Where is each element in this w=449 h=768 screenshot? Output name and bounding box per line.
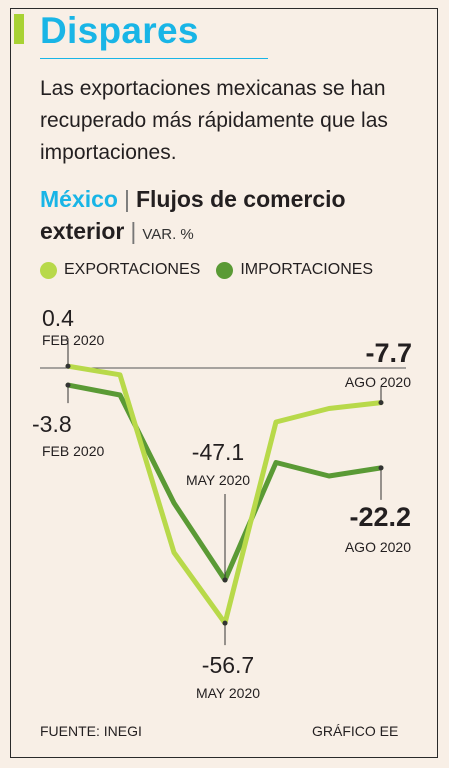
chart-heading: México | Flujos de comercio exterior | VAR. … bbox=[40, 183, 430, 251]
annotation-value: -56.7 bbox=[202, 652, 254, 678]
country-label: México bbox=[40, 186, 118, 212]
annotation-date: FEB 2020 bbox=[42, 443, 104, 459]
annotation-point bbox=[65, 363, 71, 369]
annotation-value: 0.4 bbox=[42, 305, 74, 331]
chart-title: Flujos de comercio exterior bbox=[40, 186, 346, 244]
legend-item-imports: IMPORTACIONES bbox=[216, 261, 373, 279]
annotation-date: FEB 2020 bbox=[42, 332, 104, 348]
annotation-value: -7.7 bbox=[365, 338, 412, 368]
annotation-date: MAY 2020 bbox=[196, 685, 260, 701]
infographic-frame bbox=[10, 8, 438, 758]
annotation-point bbox=[222, 577, 228, 583]
annotation-point bbox=[222, 620, 228, 626]
chart-legend: EXPORTACIONES IMPORTACIONES bbox=[40, 259, 389, 281]
annotation-date: MAY 2020 bbox=[186, 472, 250, 488]
annotation-date: AGO 2020 bbox=[345, 374, 411, 390]
annotation-value: -3.8 bbox=[32, 411, 72, 437]
headline: Dispares bbox=[40, 10, 199, 51]
subtitle: Las exportaciones mexicanas se han recup… bbox=[40, 77, 388, 164]
source-note: FUENTE: INEGI bbox=[40, 723, 142, 739]
annotation-value: -22.2 bbox=[349, 502, 411, 532]
imports-swatch bbox=[216, 261, 234, 279]
exports-swatch bbox=[40, 261, 57, 279]
legend-label-imports: IMPORTACIONES bbox=[240, 261, 374, 278]
separator: | bbox=[123, 186, 130, 212]
annotation-date: AGO 2020 bbox=[345, 539, 411, 555]
legend-item-exports: EXPORTACIONES bbox=[40, 261, 200, 279]
annotation-value: -47.1 bbox=[192, 439, 244, 465]
credit-note: GRÁFICO EE bbox=[312, 723, 399, 739]
separator: | bbox=[130, 218, 137, 244]
annotation-point bbox=[378, 465, 384, 471]
annotation-point bbox=[378, 400, 384, 406]
accent-bar bbox=[14, 14, 24, 44]
annotation-point bbox=[65, 382, 71, 388]
legend-label-exports: EXPORTACIONES bbox=[64, 261, 201, 278]
headline-rule bbox=[40, 58, 268, 59]
unit-label: VAR. % bbox=[142, 226, 194, 243]
